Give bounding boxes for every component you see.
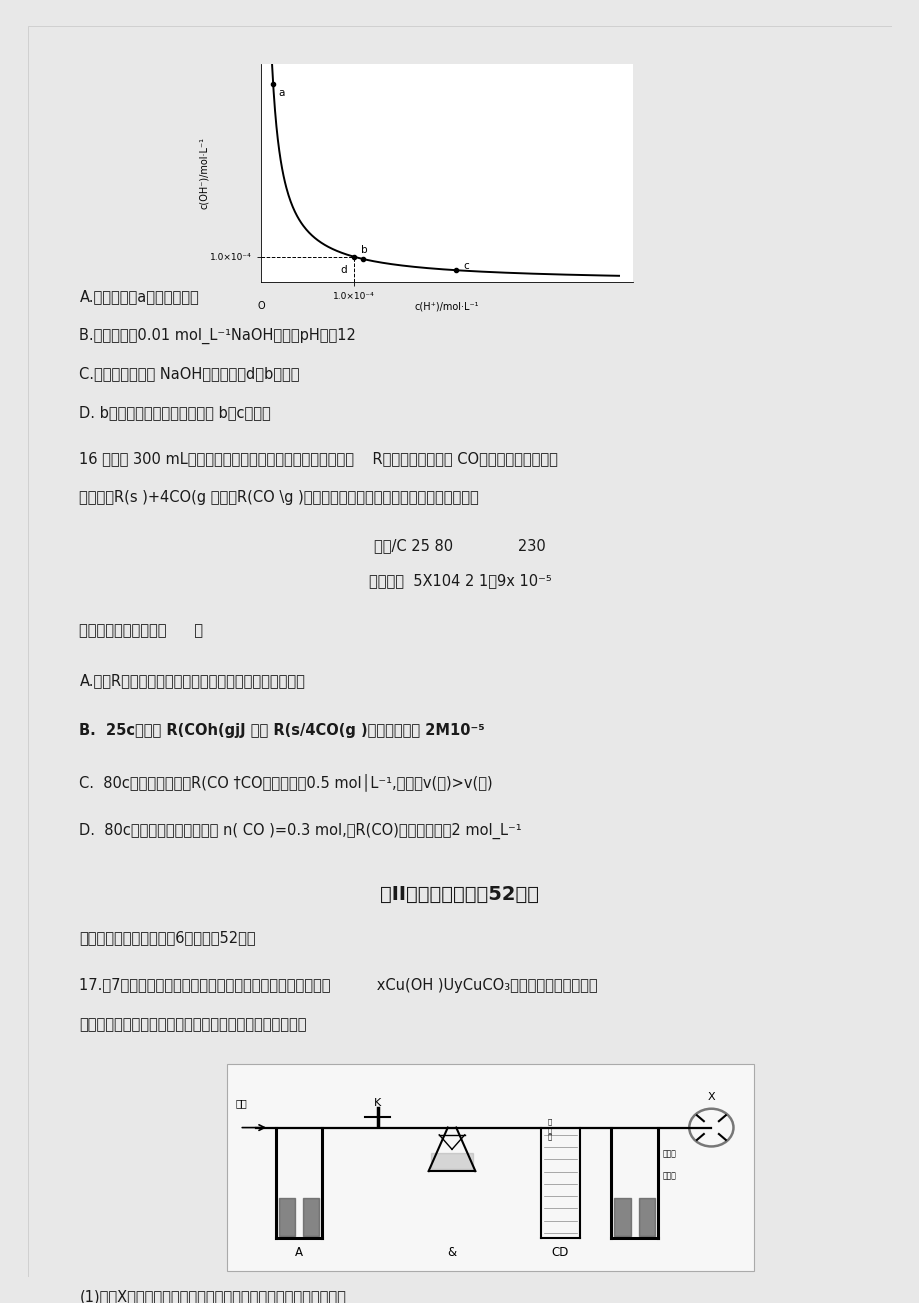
Y-axis label: c(OH⁻)/mol·L⁻¹: c(OH⁻)/mol·L⁻¹ [199, 137, 209, 208]
Text: 空气: 空气 [235, 1098, 246, 1108]
Text: 碱
碳
膜: 碱 碳 膜 [547, 1118, 551, 1140]
Text: 碱石灰: 碱石灰 [662, 1149, 675, 1158]
Text: d: d [340, 266, 346, 275]
Text: 碱石灰: 碱石灰 [662, 1171, 675, 1181]
X-axis label: c(H⁺)/mol·L⁻¹: c(H⁺)/mol·L⁻¹ [414, 302, 479, 311]
Text: A.该温度下，a点溶液呈碱性: A.该温度下，a点溶液呈碱性 [79, 289, 199, 304]
Text: 16 ．向一 300 mL的恒容密闭容器中加入一种多孔粉块状物质    R，并充入一定量的 CO气体，一定条件下发: 16 ．向一 300 mL的恒容密闭容器中加入一种多孔粉块状物质 R，并充入一定… [79, 451, 558, 466]
Text: (1)付器X的名称为。装置连接完成后，装入药品前需进行的操作是: (1)付器X的名称为。装置连接完成后，装入药品前需进行的操作是 [79, 1290, 346, 1303]
Text: CD: CD [551, 1247, 569, 1260]
Text: A: A [295, 1247, 302, 1260]
Text: 生反应：R(s )+4CO(g ？二二R(CO \g )，已知该反应平衡常数与温度的关系如下表。: 生反应：R(s )+4CO(g ？二二R(CO \g )，已知该反应平衡常数与温… [79, 490, 479, 506]
Text: a: a [278, 89, 285, 98]
Text: 17.（7分）碏式碳酸铜的成分有多种，其化学式一般可表示为          xCu(OH )UyCuCO₃。某实验小组利用下图: 17.（7分）碏式碳酸铜的成分有多种，其化学式一般可表示为 xCu(OH )Uy… [79, 979, 597, 993]
Text: c: c [463, 261, 469, 271]
Text: b: b [361, 245, 368, 255]
Text: 第II卷（非选择题冇52分）: 第II卷（非选择题冇52分） [380, 886, 539, 904]
Text: A.物质R做成多孔状可增大接触面积，加快化学反应速率: A.物质R做成多孔状可增大接触面积，加快化学反应速率 [79, 672, 305, 688]
Text: 温度/C 25 80              230: 温度/C 25 80 230 [374, 538, 545, 552]
Text: D. b点时，升高温度，可能引起 b向c的变化: D. b点时，升高温度，可能引起 b向c的变化 [79, 405, 271, 420]
Text: C.该温度下，加入 NaOH可能引起由d向b的变化: C.该温度下，加入 NaOH可能引起由d向b的变化 [79, 366, 300, 382]
Text: C.  80c时，测得某时刻R(CO †CO的浓度均为0.5 mol│L⁻¹,则此时v(正)>v(逆): C. 80c时，测得某时刻R(CO †CO的浓度均为0.5 mol│L⁻¹,则此… [79, 773, 493, 791]
Text: 卜列说法不正确的是（      ）: 卜列说法不正确的是（ ） [79, 623, 203, 637]
Bar [226, 1065, 754, 1270]
Text: &: & [447, 1247, 456, 1260]
Text: B.该温度下，0.01 mol_L⁻¹NaOH溶液的pH等于12: B.该温度下，0.01 mol_L⁻¹NaOH溶液的pH等于12 [79, 327, 356, 344]
Text: K: K [373, 1098, 380, 1108]
Text: D.  80c时反应达到平衡，测得 n( CO )=0.3 mol,则R(CO)的平衡浓度为2 mol_L⁻¹: D. 80c时反应达到平衡，测得 n( CO )=0.3 mol,则R(CO)的… [79, 823, 522, 839]
Text: O: O [257, 301, 265, 310]
Text: 二、非选择题（本题包括6小题，內52分）: 二、非选择题（本题包括6小题，內52分） [79, 930, 255, 946]
Text: 平衡常数  5X104 2 1．9x 10⁻⁵: 平衡常数 5X104 2 1．9x 10⁻⁵ [369, 573, 550, 588]
Text: B.  25c时反应 R(COh(gjJ 二二 R(s/4CO(g )的平衡常数为 2M10⁻⁵: B. 25c时反应 R(COh(gjJ 二二 R(s/4CO(g )的平衡常数为… [79, 723, 484, 737]
Text: X: X [707, 1092, 714, 1102]
Text: 所示的装置（夹持付器省略）为测定某碏式碳酸铜的组成。: 所示的装置（夹持付器省略）为测定某碏式碳酸铜的组成。 [79, 1016, 307, 1032]
